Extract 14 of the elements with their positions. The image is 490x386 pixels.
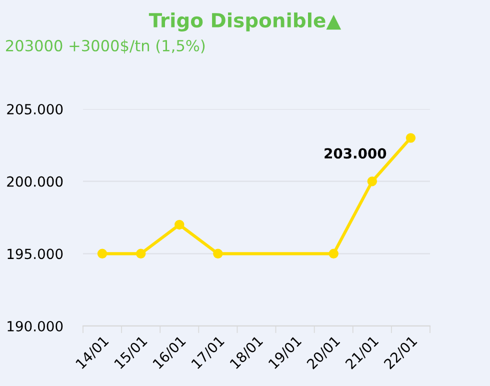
point (97, 248, 108, 259)
y-tick-label: 200.000 (7, 176, 63, 187)
point (136, 248, 146, 259)
data-label: 203.000 (324, 148, 386, 159)
y-tick-label: 205.000 (7, 104, 63, 114)
point (406, 133, 416, 143)
chart-title: Trigo Disponible▲ (148, 12, 342, 32)
chart-subtitle: 203000 +3000$/tn (1,5%) (6, 40, 205, 54)
y-tick-label: 195.000 (8, 248, 63, 260)
point (174, 220, 184, 230)
y-tick-label: 190.000 (8, 320, 63, 332)
point (367, 176, 378, 186)
point (328, 248, 338, 259)
point (213, 248, 223, 259)
